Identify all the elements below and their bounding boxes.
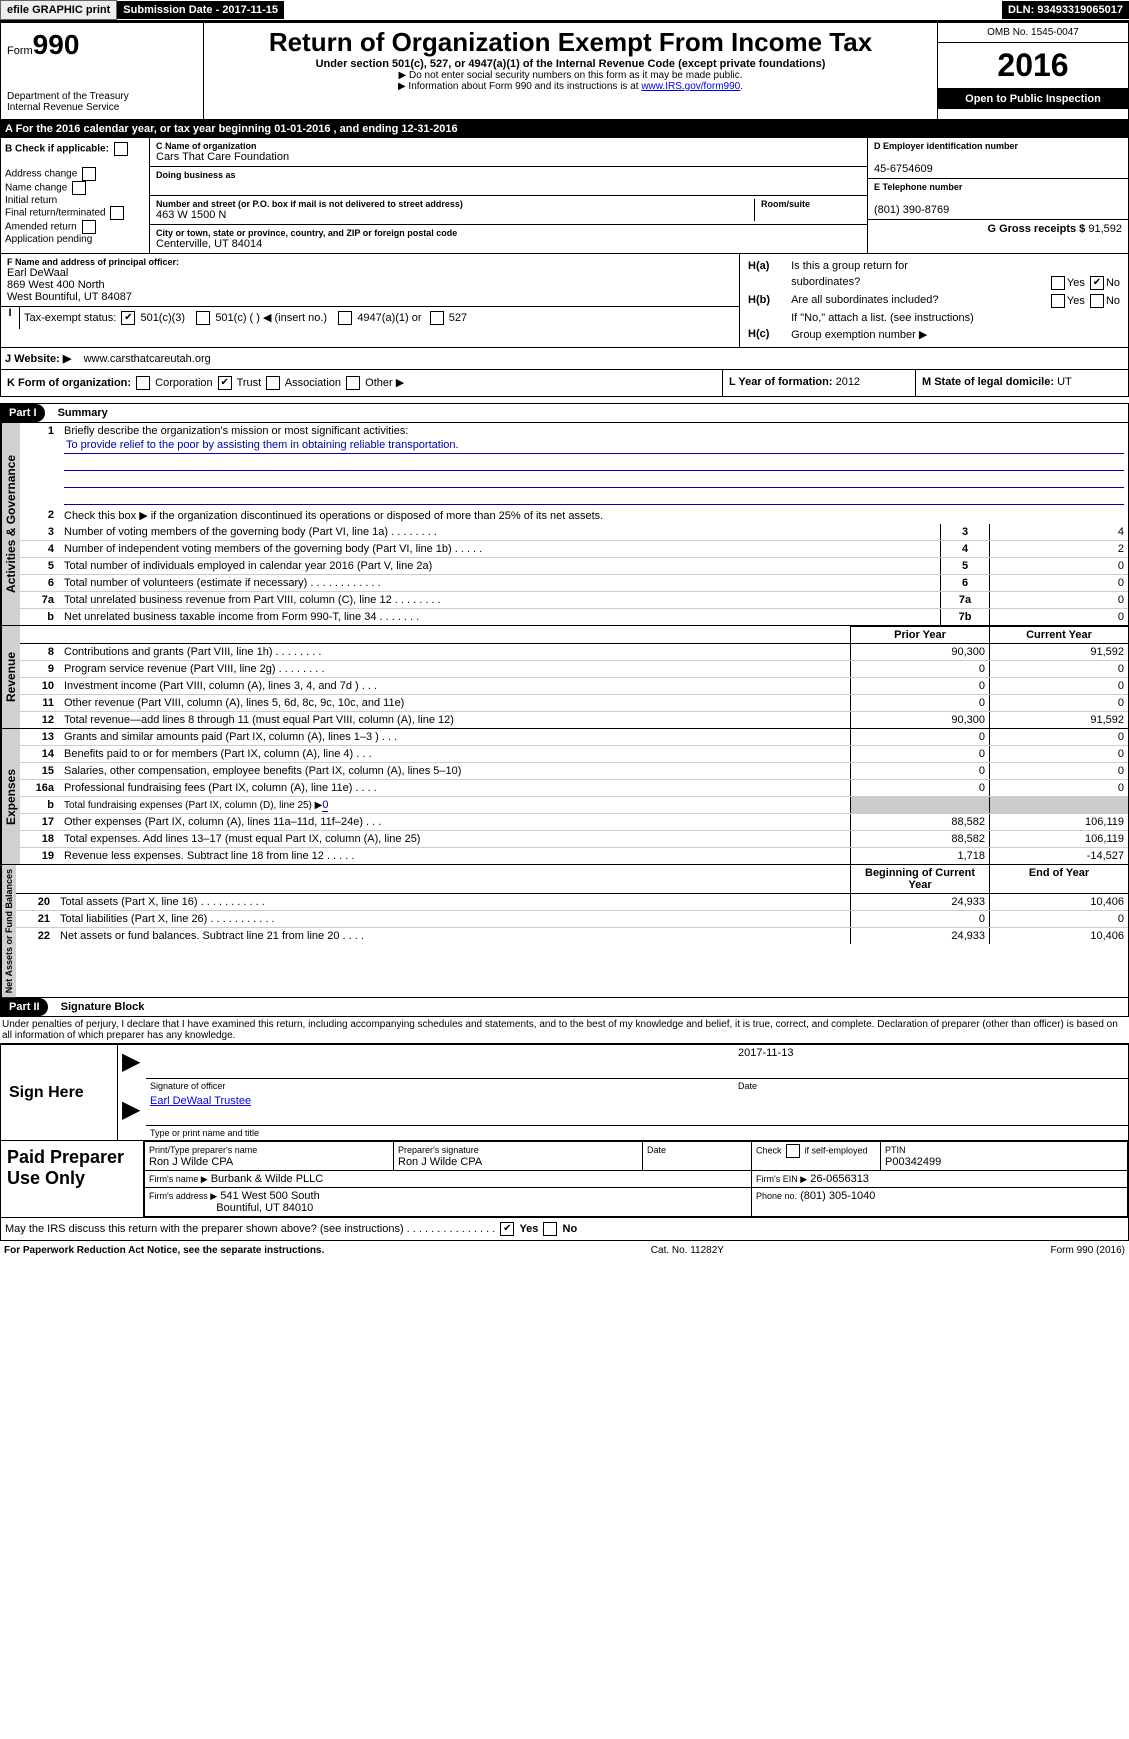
top-bar: efile GRAPHIC print Submission Date - 20… <box>0 0 1129 22</box>
sign-here-block: Sign Here ▶ 2017-11-13 Signature of offi… <box>0 1044 1129 1141</box>
line16b-value: 0 <box>322 799 328 812</box>
k-corp[interactable] <box>136 376 150 390</box>
officer-name: Earl DeWaal <box>7 267 68 279</box>
form-header: Form990 Department of the Treasury Inter… <box>0 22 1129 120</box>
dept-irs: Internal Revenue Service <box>7 102 197 113</box>
gross-receipts-label: G Gross receipts $ <box>987 223 1085 235</box>
section-f-h: F Name and address of principal officer:… <box>0 254 1129 348</box>
col-c-org-info: C Name of organization Cars That Care Fo… <box>150 138 867 253</box>
page-footer: For Paperwork Reduction Act Notice, see … <box>0 1241 1129 1260</box>
telephone-label: E Telephone number <box>874 182 1122 192</box>
officer-addr1: 869 West 400 North <box>7 279 105 291</box>
form-label: Form <box>7 45 33 57</box>
checkbox-4947[interactable] <box>338 311 352 325</box>
revenue-label: Revenue <box>1 626 20 728</box>
dept-treasury: Department of the Treasury <box>7 91 197 102</box>
submission-date: Submission Date - 2017-11-15 <box>117 1 284 19</box>
checkbox-501c3[interactable]: ✔ <box>121 311 135 325</box>
sign-here-label: Sign Here <box>1 1045 118 1140</box>
city-label: City or town, state or province, country… <box>156 228 861 238</box>
tax-status-label: Tax-exempt status: <box>24 312 116 324</box>
net-assets-label: Net Assets or Fund Balances <box>1 865 16 997</box>
discuss-yes[interactable]: ✔ <box>500 1222 514 1236</box>
part1-title: Summary <box>48 407 108 419</box>
ein-label: D Employer identification number <box>874 141 1122 151</box>
street-label: Number and street (or P.O. box if mail i… <box>156 199 754 209</box>
irs-form-link[interactable]: www.IRS.gov/form990 <box>641 81 740 92</box>
form-title: Return of Organization Exempt From Incom… <box>208 27 933 58</box>
penalty-statement: Under penalties of perjury, I declare th… <box>0 1017 1129 1044</box>
part2-header: Part II <box>1 998 48 1016</box>
footer-cat: Cat. No. 11282Y <box>651 1245 724 1256</box>
summary-governance-table: 1 Briefly describe the organization's mi… <box>20 423 1128 625</box>
preparer-name: Ron J Wilde CPA <box>149 1156 233 1168</box>
firm-name: Burbank & Wilde PLLC <box>211 1173 324 1185</box>
firm-addr2: Bountiful, UT 84010 <box>216 1202 313 1214</box>
checkbox-501c[interactable] <box>196 311 210 325</box>
firm-ein: 26-0656313 <box>810 1173 869 1185</box>
form-org-label: K Form of organization: <box>7 377 131 389</box>
form-number: 990 <box>33 29 80 60</box>
k-assoc[interactable] <box>266 376 280 390</box>
officer-addr2: West Bountiful, UT 84087 <box>7 291 132 303</box>
ha-no[interactable]: ✔ <box>1090 276 1104 290</box>
dba-label: Doing business as <box>156 170 861 180</box>
part2-title: Signature Block <box>51 1001 145 1013</box>
expenses-label: Expenses <box>1 729 20 864</box>
line5-value: 0 <box>990 558 1129 575</box>
telephone-value: (801) 390-8769 <box>874 204 949 216</box>
form-subtitle-1: Under section 501(c), 527, or 4947(a)(1)… <box>208 58 933 70</box>
activities-label: Activities & Governance <box>1 423 20 625</box>
line6-value: 0 <box>990 575 1129 592</box>
line3-value: 4 <box>990 524 1129 541</box>
line7a-value: 0 <box>990 592 1129 609</box>
open-public-badge: Open to Public Inspection <box>938 89 1128 109</box>
k-trust[interactable]: ✔ <box>218 376 232 390</box>
website-value: www.carsthatcareutah.org <box>84 353 211 365</box>
ha-yes[interactable] <box>1051 276 1065 290</box>
street-address: 463 W 1500 N <box>156 209 226 221</box>
form-subtitle-2: ▶ Do not enter social security numbers o… <box>208 70 933 81</box>
tax-year: 2016 <box>938 43 1128 89</box>
firm-phone: (801) 305-1040 <box>800 1190 875 1202</box>
checkbox-527[interactable] <box>430 311 444 325</box>
omb-number: OMB No. 1545-0047 <box>938 23 1128 43</box>
website-label: J Website: ▶ <box>5 353 71 365</box>
ein-value: 45-6754609 <box>874 163 933 175</box>
paid-preparer-label: Paid Preparer Use Only <box>1 1141 144 1217</box>
ptin-value: P00342499 <box>885 1156 941 1168</box>
paid-preparer-block: Paid Preparer Use Only Print/Type prepar… <box>0 1141 1129 1218</box>
form-subtitle-3: ▶ Information about Form 990 and its ins… <box>398 81 641 92</box>
city-state-zip: Centerville, UT 84014 <box>156 238 262 250</box>
preparer-sig: Ron J Wilde CPA <box>398 1156 482 1168</box>
org-name: Cars That Care Foundation <box>156 151 289 163</box>
section-b-to-g: B Check if applicable: Address change Na… <box>0 138 1129 254</box>
line7b-value: 0 <box>990 609 1129 626</box>
officer-name-link[interactable]: Earl DeWaal Trustee <box>150 1095 251 1107</box>
col-de: D Employer identification number 45-6754… <box>867 138 1128 253</box>
org-name-label: C Name of organization <box>156 141 861 151</box>
discuss-question: May the IRS discuss this return with the… <box>5 1223 495 1235</box>
hb-no[interactable] <box>1090 294 1104 308</box>
mission-text: To provide relief to the poor by assisti… <box>64 437 1124 454</box>
discuss-no[interactable] <box>543 1222 557 1236</box>
row-a-tax-year: A For the 2016 calendar year, or tax yea… <box>0 120 1129 138</box>
line4-value: 2 <box>990 541 1129 558</box>
footer-paperwork: For Paperwork Reduction Act Notice, see … <box>4 1245 324 1256</box>
gross-receipts-value: 91,592 <box>1088 223 1122 235</box>
dln: DLN: 93493319065017 <box>1002 1 1129 19</box>
efile-print-button[interactable]: efile GRAPHIC print <box>0 0 117 20</box>
state-domicile: UT <box>1057 376 1072 388</box>
k-other[interactable] <box>346 376 360 390</box>
officer-label: F Name and address of principal officer: <box>7 257 733 267</box>
sign-date: 2017-11-13 <box>738 1047 793 1059</box>
hb-yes[interactable] <box>1051 294 1065 308</box>
year-formation: 2012 <box>836 376 860 388</box>
firm-addr1: 541 West 500 South <box>220 1190 319 1202</box>
part1-header: Part I <box>1 404 45 422</box>
room-label: Room/suite <box>761 199 861 209</box>
col-b-checkboxes: B Check if applicable: Address change Na… <box>1 138 150 253</box>
